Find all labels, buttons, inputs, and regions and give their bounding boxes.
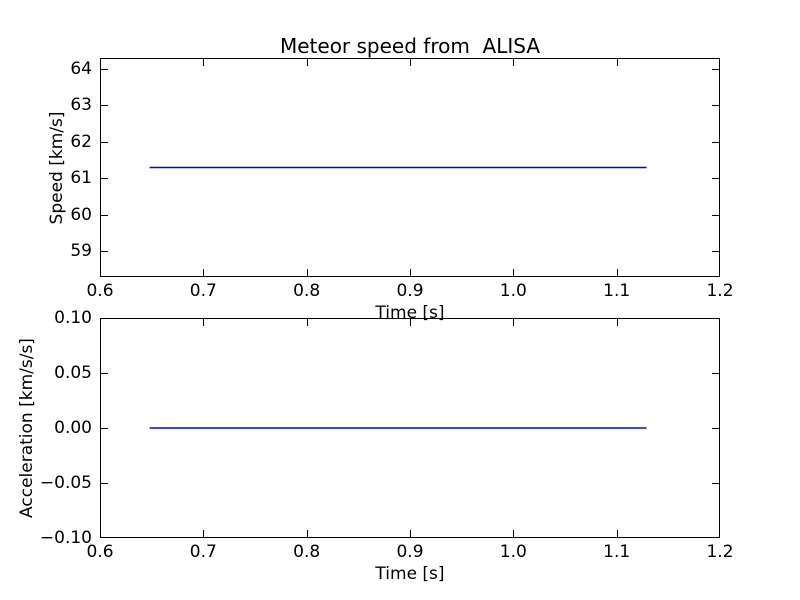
x-tick-label: 1.0 xyxy=(499,542,527,562)
x-tick-label: 0.9 xyxy=(396,281,424,301)
x-tick-label: 0.8 xyxy=(293,281,321,301)
y-tick-label: −0.05 xyxy=(39,473,92,493)
axes-frame xyxy=(100,58,720,277)
y-tick-label: 0.05 xyxy=(54,363,92,383)
y-tick-label: 60 xyxy=(70,204,92,225)
x-tick-label: 0.6 xyxy=(86,542,114,562)
y-tick-label: 63 xyxy=(70,95,92,116)
plot-title: Meteor speed from ALISA xyxy=(279,34,541,58)
x-tick-label: 0.9 xyxy=(396,542,424,562)
y-tick-label: −0.10 xyxy=(39,528,92,548)
x-tick-label: 0.7 xyxy=(189,542,217,562)
acceleration-plot-canvas xyxy=(100,318,720,538)
x-tick-label: 0.8 xyxy=(293,542,321,562)
x-tick-label: 0.6 xyxy=(86,281,114,301)
x-tick-label: 0.7 xyxy=(189,281,217,301)
x-tick-label: 1.2 xyxy=(706,281,734,301)
acceleration-plot-xlabel: Time [s] xyxy=(375,564,445,584)
axes-frame xyxy=(100,318,720,538)
speed-plot-canvas xyxy=(100,58,720,277)
x-tick-label: 1.2 xyxy=(706,542,734,562)
y-tick-label: 62 xyxy=(70,131,92,152)
y-tick-label: 64 xyxy=(70,58,92,79)
y-tick-label: 0.00 xyxy=(54,418,92,438)
x-tick-label: 1.0 xyxy=(499,281,527,301)
y-tick-label: 61 xyxy=(70,168,92,189)
x-tick-label: 1.1 xyxy=(603,542,631,562)
x-tick-label: 1.1 xyxy=(603,281,631,301)
speed-plot xyxy=(100,58,720,277)
acceleration-plot xyxy=(100,318,720,538)
speed-plot-xlabel: Time [s] xyxy=(375,303,445,323)
y-tick-label: 59 xyxy=(70,241,92,262)
y-tick-label: 0.10 xyxy=(54,308,92,328)
